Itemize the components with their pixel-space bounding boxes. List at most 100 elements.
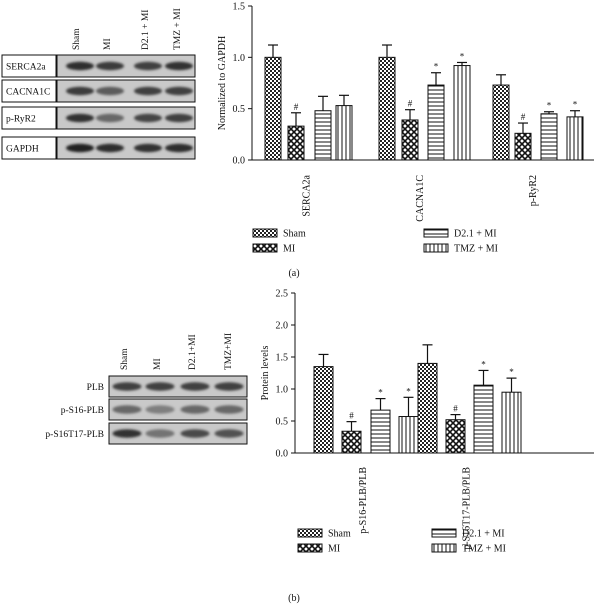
bar-chart-b: # # * * * * 0.0 0.5 1.0 1.5 2.0 2.5 Protein levels p-… [260, 289, 594, 550]
lane-label-mi: MI [103, 38, 113, 50]
category-label-serca2a: SERCA2a [302, 174, 313, 216]
legend-swatch-d2-1-mi [423, 228, 449, 238]
bar [473, 384, 494, 454]
significance-mark: # [521, 112, 526, 122]
blot-strip [56, 54, 196, 78]
panel-label-a: (a) [288, 268, 299, 279]
legend-label-d2-1-mi: D2.1 + MI [454, 229, 497, 240]
blot-band [66, 113, 94, 123]
bar [566, 116, 584, 161]
bar [264, 56, 282, 161]
bar [501, 391, 522, 454]
lane-label-d2-1-mi: D2.1+MI [188, 334, 198, 370]
y-tick-label: 2.5 [276, 289, 289, 300]
blot-band [134, 113, 162, 123]
blot-strip [108, 422, 248, 445]
blot-row-label-box [1, 79, 57, 103]
significance-mark: * [509, 367, 514, 377]
legend-swatch-d2-1-mi [431, 528, 457, 538]
bar-chart-a: # # # * * * * 0.0 0.5 1.0 1.5 Normalized to GAPDH SE… [217, 2, 594, 222]
lane-label-sham: Sham [72, 28, 82, 50]
blot-band [180, 382, 210, 391]
blot-band [214, 429, 244, 438]
legend-swatch-tmz-mi [431, 543, 457, 553]
legend-label-mi: MI [328, 544, 340, 555]
blot-band [134, 86, 162, 96]
bar [287, 125, 305, 161]
lane-label-tmz-mi: TMZ+MI [224, 333, 234, 370]
blot-row-label-box [1, 54, 57, 78]
category-label-p-s16t17-plb-plb: p-S16T17-PLB/PLB [462, 467, 473, 550]
blot-band [96, 86, 124, 96]
blot-row-label-gapdh: GAPDH [6, 145, 39, 155]
bar [313, 366, 334, 454]
bar [370, 409, 391, 454]
blot-row-label-p-s16t17-plb: p-S16T17-PLB [45, 430, 104, 440]
blot-strip [56, 106, 196, 130]
blot-row-label-cacna1c: CACNA1C [6, 88, 50, 98]
y-tick-label: 0.5 [233, 104, 246, 115]
blot-strip [56, 79, 196, 103]
y-tick-label: 2.0 [276, 321, 289, 332]
blot-band [165, 113, 193, 123]
blot-row-label-plb: PLB [87, 383, 104, 393]
significance-mark: # [453, 404, 458, 414]
bar [514, 132, 532, 161]
bar [540, 113, 558, 161]
bar [398, 416, 419, 454]
blot-band [134, 143, 162, 153]
bar [378, 56, 396, 161]
legend-label-tmz-mi: TMZ + MI [462, 544, 506, 555]
bar [401, 119, 419, 161]
bar [445, 419, 466, 454]
panel-a: Sham MI D2.1 + MI TMZ + MI SERCA2a CACNA1C p-R… [1, 2, 594, 279]
western-blot-b: Sham MI D2.1+MI TMZ+MI PLB p-S16-PLB p-S16T17-… [45, 333, 248, 445]
legend-swatch-mi [297, 543, 323, 553]
lane-label-mi: MI [153, 358, 163, 370]
significance-mark: * [460, 51, 465, 61]
y-axis-label: Normalized to GAPDH [217, 36, 228, 130]
significance-mark: # [349, 411, 354, 421]
legend-swatch-sham [297, 528, 323, 538]
legend-a: Sham MI D2.1 + MI TMZ + MI [252, 228, 498, 255]
bar [427, 84, 445, 161]
category-label-p-ryr2: p-RyR2 [528, 175, 539, 206]
significance-mark: # [294, 102, 299, 112]
blot-band [96, 143, 124, 153]
significance-mark: * [481, 359, 486, 369]
legend-swatch-tmz-mi [423, 243, 449, 253]
y-tick-label: 1.0 [276, 385, 289, 396]
bar [341, 430, 362, 454]
legend-b: Sham MI D2.1 + MI TMZ + MI [297, 528, 506, 555]
significance-mark: * [378, 388, 383, 398]
legend-swatch-mi [252, 243, 278, 253]
legend-label-d2-1-mi: D2.1 + MI [462, 529, 505, 540]
y-tick-label: 0.5 [276, 417, 289, 428]
y-tick-label: 1.5 [276, 353, 289, 364]
bar [453, 65, 471, 161]
y-axis-label: Protein levels [260, 346, 271, 401]
y-tick-label: 1.5 [233, 2, 246, 13]
blot-band [96, 61, 124, 71]
blot-row-label-p-s16-plb: p-S16-PLB [61, 406, 104, 416]
category-label-p-s16-plb-plb: p-S16-PLB/PLB [358, 467, 369, 534]
blot-row-label-p-ryr2: p-RyR2 [6, 115, 36, 125]
significance-mark: * [434, 62, 439, 72]
blot-band [180, 405, 210, 414]
blot-band [214, 382, 244, 391]
blot-band [134, 61, 162, 71]
blot-row-label-box [1, 136, 57, 160]
bar [492, 84, 510, 161]
y-tick-label: 0.0 [233, 156, 246, 167]
blot-band [165, 143, 193, 153]
blot-band [66, 86, 94, 96]
y-tick-label: 0.0 [276, 449, 289, 460]
blot-strip [108, 398, 248, 421]
panel-label-b: (b) [288, 593, 300, 604]
blot-band [165, 61, 193, 71]
blot-band [112, 382, 142, 391]
western-blot-a: Sham MI D2.1 + MI TMZ + MI SERCA2a CACNA1C p-R… [1, 8, 196, 160]
legend-swatch-sham [252, 228, 278, 238]
lane-label-sham: Sham [120, 348, 130, 370]
